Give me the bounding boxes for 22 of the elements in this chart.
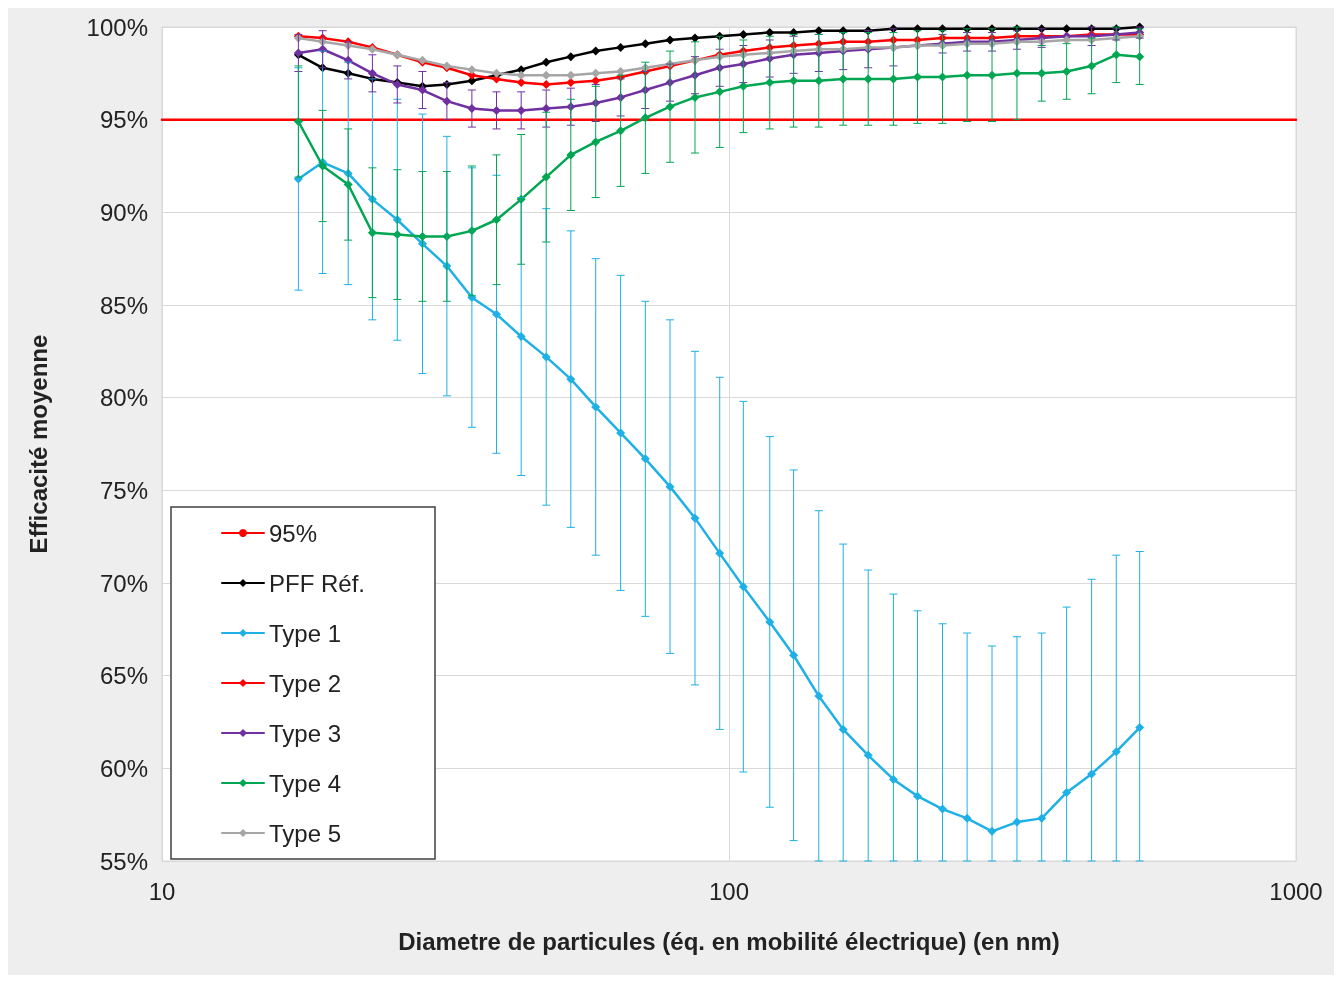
y-tick-label: 85%: [99, 291, 148, 319]
y-tick-label: 95%: [99, 106, 148, 134]
legend-label: PFF Réf.: [269, 569, 366, 597]
x-tick-label: 10: [148, 877, 176, 905]
x-axis-title: Diametre de particules (éq. en mobilité électrique) (en nm): [398, 927, 1060, 955]
legend-label: Type 5: [269, 819, 342, 847]
y-tick-label: 100%: [86, 13, 148, 41]
legend-label: Type 1: [269, 619, 342, 647]
x-tick-label: 100: [708, 877, 750, 905]
legend-label: 95%: [269, 519, 318, 547]
y-tick-label: 80%: [99, 384, 148, 412]
legend-label: Type 4: [269, 769, 342, 797]
y-tick-label: 60%: [99, 754, 148, 782]
y-axis-title: Efficacité moyenne: [24, 334, 52, 554]
y-tick-label: 75%: [99, 476, 148, 504]
y-tick-label: 65%: [99, 662, 148, 690]
y-tick-label: 90%: [99, 198, 148, 226]
x-tick-label: 1000: [1269, 877, 1323, 905]
legend-label: Type 2: [269, 669, 342, 697]
y-tick-label: 55%: [99, 847, 148, 875]
legend-label: Type 3: [269, 719, 342, 747]
y-tick-label: 70%: [99, 569, 148, 597]
